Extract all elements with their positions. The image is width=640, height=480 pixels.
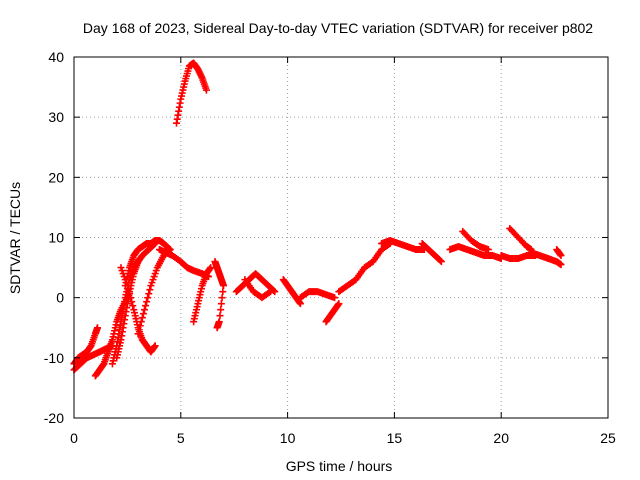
x-tick-label: 10 [280,430,296,446]
data-point [557,252,565,260]
data-point [270,287,278,295]
data-point [136,322,144,330]
data-point [151,342,159,350]
data-point [128,298,136,306]
series-arc20 [418,240,445,266]
series-arc26 [553,246,565,260]
y-tick-label: 10 [48,230,64,246]
series-arc3 [91,294,131,380]
series-arc19 [378,237,428,254]
data-point [220,282,228,290]
data-point [217,300,225,308]
series-arc25 [527,249,565,269]
data-point [216,312,224,320]
series-arc11 [190,264,215,326]
data-point [217,306,225,314]
data-point [267,288,275,296]
data-point [138,314,146,322]
data-point [484,246,492,254]
x-axis-label: GPS time / hours [286,458,393,474]
series-arc21 [446,243,505,263]
x-tick-label: 20 [493,430,509,446]
series-arc1 [70,324,101,368]
y-tick-label: 30 [48,109,64,125]
data-points [70,59,565,380]
series-arc16 [296,288,339,302]
data-point [143,298,151,306]
series-arc9 [155,246,213,281]
data-point [129,302,137,310]
series-arc12 [211,258,228,332]
data-point [93,324,101,332]
data-point [218,294,226,302]
series-arc14 [241,276,275,302]
x-tick-label: 25 [600,430,616,446]
y-axis-label: SDTVAR / TECUs [7,182,23,294]
y-tick-label: 40 [48,49,64,65]
data-point [207,264,215,272]
data-point [144,294,152,302]
x-axis-ticks: 0 5 10 15 20 25 [70,57,616,446]
grid-lines [74,57,608,418]
data-point [124,286,132,294]
y-axis-ticks: -20 -10 0 10 20 30 40 [44,49,608,426]
series-arc22 [459,227,492,254]
series-arc24 [506,224,535,254]
data-point [331,294,339,302]
y-tick-label: 20 [48,169,64,185]
series-arc15 [279,276,304,308]
data-point [219,288,227,296]
data-point [335,300,343,308]
data-point [142,302,150,310]
data-point [437,258,445,266]
data-point [296,300,304,308]
y-tick-label: -20 [44,410,64,426]
data-point [135,326,143,334]
x-tick-label: 0 [70,430,78,446]
series-arc18 [335,240,394,296]
series-arc17 [322,300,343,326]
y-tick-label: 0 [56,290,64,306]
data-point [202,86,210,94]
data-point [140,306,148,314]
data-point [137,318,145,326]
chart-title: Day 168 of 2023, Sidereal Day-to-day VTE… [83,20,593,36]
data-point [146,286,154,294]
data-point [139,310,147,318]
series-arc7 [117,264,159,356]
y-tick-label: -10 [44,350,64,366]
data-point [134,330,142,338]
data-point [126,290,134,298]
series-arc10 [173,59,210,127]
data-point [127,294,135,302]
data-point [436,257,444,265]
data-point [123,282,131,290]
data-point [145,290,153,298]
data-point [213,324,221,332]
data-point [265,289,273,297]
data-point [557,261,565,269]
x-tick-label: 15 [387,430,403,446]
x-tick-label: 5 [177,430,185,446]
